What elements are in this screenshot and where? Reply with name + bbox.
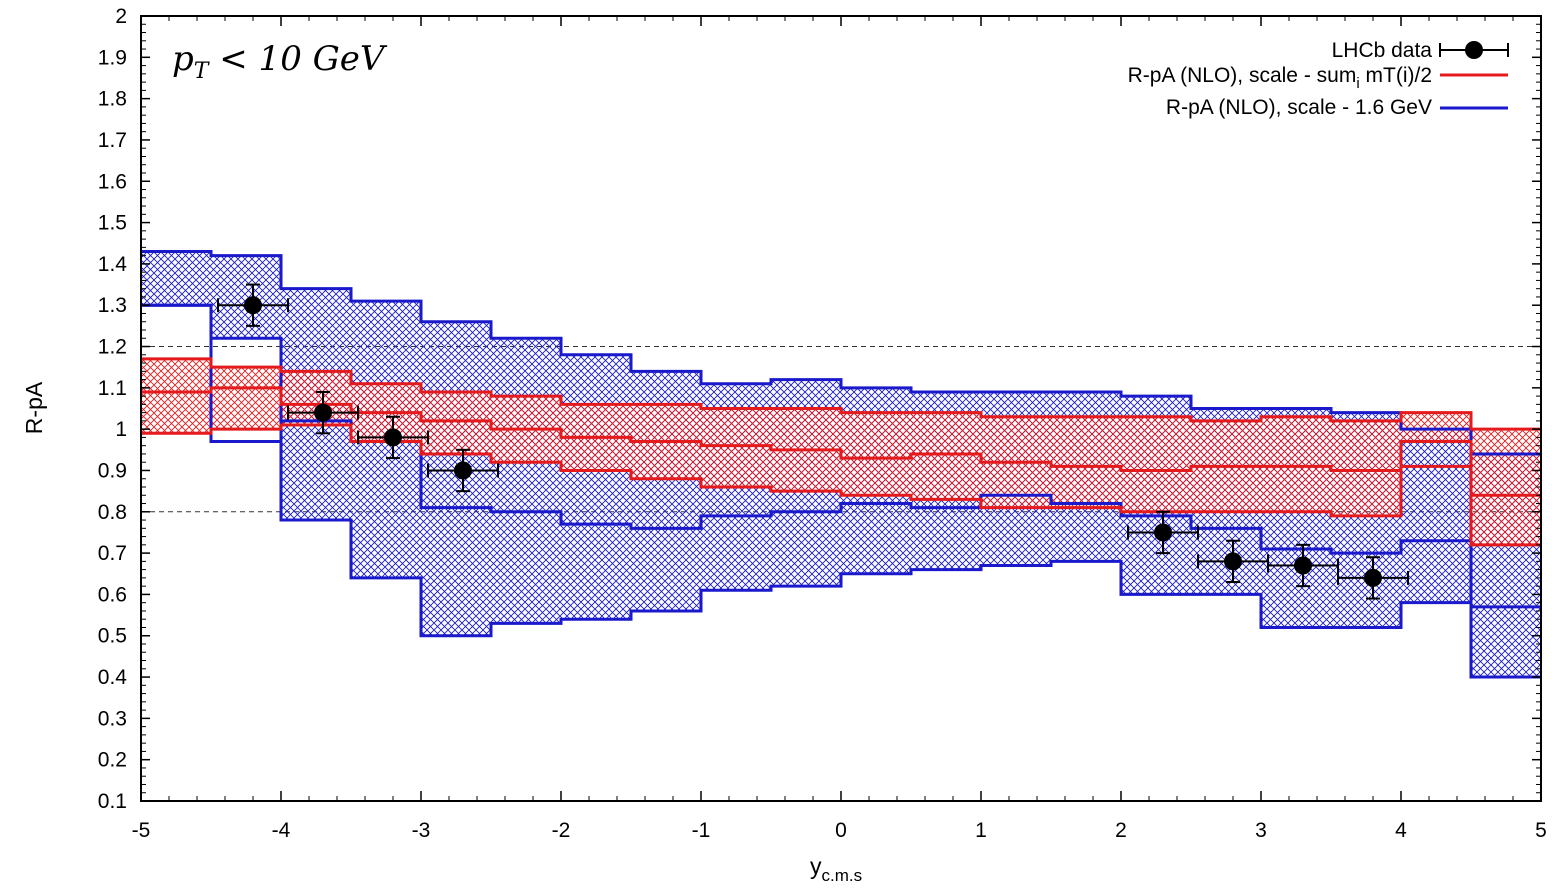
band-red-bin-8 — [701, 408, 771, 487]
legend: LHCb data R-pA (NLO), scale - sumi mT(i)… — [1128, 39, 1509, 119]
band-red-central-line — [141, 386, 1541, 497]
y-axis-title: R-pA — [21, 381, 47, 434]
y-tick-label: 0.4 — [98, 666, 128, 689]
band-blue-bin-0 — [141, 251, 211, 306]
x-tick-label: 3 — [1255, 819, 1267, 842]
legend-swatch-lhcb — [1439, 41, 1509, 59]
point-marker — [1364, 568, 1382, 587]
data-point-7 — [1337, 556, 1409, 600]
y-tick-label: 1.6 — [98, 170, 127, 193]
data-point-4 — [1127, 510, 1199, 555]
y-tick-label: 0.1 — [98, 790, 127, 813]
y-tick-label: 0.3 — [98, 707, 127, 730]
x-tick-label: 1 — [975, 819, 987, 842]
y-tick-label: 0.6 — [98, 583, 127, 606]
band-red-lower-line — [141, 423, 1541, 547]
y-tick-label: 1.3 — [98, 294, 127, 317]
axes: 0.1 0.2 0.3 0.4 0.5 0.6 0.7 0.8 0.9 1 1.1 1.2 1.3 1.4… — [98, 5, 1547, 842]
y-tick-label: 1.7 — [98, 129, 127, 152]
x-tick-label: 4 — [1395, 819, 1407, 842]
y-tick-label: 1.1 — [98, 377, 127, 400]
x-tick-label: 2 — [1115, 819, 1127, 842]
band-red-upper-line — [141, 357, 1541, 431]
data-point-1 — [287, 390, 359, 435]
band-red-bin-4 — [421, 391, 491, 454]
x-tick-label: -1 — [692, 819, 711, 842]
data-point-3 — [427, 448, 499, 493]
x-axis-title: yc.m.s — [810, 853, 862, 885]
band-blue-bin-1 — [211, 255, 281, 339]
y-tick-label: 0.2 — [98, 749, 127, 772]
data-point-6 — [1267, 543, 1339, 588]
band-red-bin-19 — [1471, 429, 1541, 545]
band-blue-bin-4 — [421, 321, 491, 636]
band-blue-lower-line — [141, 303, 1541, 679]
band-red-bin-16 — [1261, 416, 1331, 512]
point-marker — [1224, 552, 1242, 571]
band-blue-bin-18 — [1401, 429, 1471, 603]
x-tick-label: -3 — [412, 819, 431, 842]
x-tick-label: 5 — [1535, 819, 1547, 842]
band-blue-bin-5 — [491, 338, 561, 624]
point-marker — [244, 296, 262, 315]
band-red-bin-11 — [911, 412, 981, 500]
y-tick-label: 1.2 — [98, 336, 127, 359]
point-marker — [1294, 556, 1312, 575]
x-tick-label: -5 — [132, 819, 151, 842]
y-tick-label: 1.5 — [98, 212, 127, 235]
y-tick-label: 1 — [115, 418, 127, 441]
band-blue-upper-line — [141, 250, 1541, 456]
plot-area — [141, 250, 1541, 679]
point-marker — [384, 428, 402, 447]
y-tick-label: 0.5 — [98, 625, 127, 648]
band-red-bin-17 — [1331, 420, 1401, 516]
x-tick-label: -4 — [272, 819, 291, 842]
band-blue-bin-6 — [561, 354, 631, 620]
band-red-bin-1 — [211, 367, 281, 430]
data-point-2 — [357, 415, 429, 460]
point-marker — [314, 403, 332, 422]
y-tick-label: 1.4 — [98, 253, 128, 276]
y-tick-label: 0.8 — [98, 501, 127, 524]
point-marker — [454, 461, 472, 480]
band-red-bin-10 — [841, 412, 911, 496]
y-tick-label: 1.8 — [98, 88, 127, 111]
band-red-bin-18 — [1401, 412, 1471, 442]
legend-label-lhcb: LHCb data — [1332, 39, 1433, 62]
data-point-0 — [217, 283, 289, 327]
y-tick-label: 1.9 — [98, 46, 127, 69]
x-tick-label: -2 — [552, 819, 571, 842]
band-red-bin-14 — [1121, 416, 1191, 512]
band-red-bin-13 — [1051, 416, 1121, 508]
y-tick-label: 0.9 — [98, 459, 127, 482]
x-tick-label: 0 — [835, 819, 847, 842]
y-tick-label: 2 — [115, 5, 127, 28]
pt-cut-annotation: pT < 10 GeV — [172, 39, 388, 84]
band-red-bin-0 — [141, 358, 211, 434]
y-tick-label: 0.7 — [98, 542, 127, 565]
legend-label-red: R-pA (NLO), scale - sumi mT(i)/2 — [1128, 64, 1432, 92]
legend-label-blue: R-pA (NLO), scale - 1.6 GeV — [1166, 96, 1432, 119]
point-marker — [1154, 523, 1172, 542]
